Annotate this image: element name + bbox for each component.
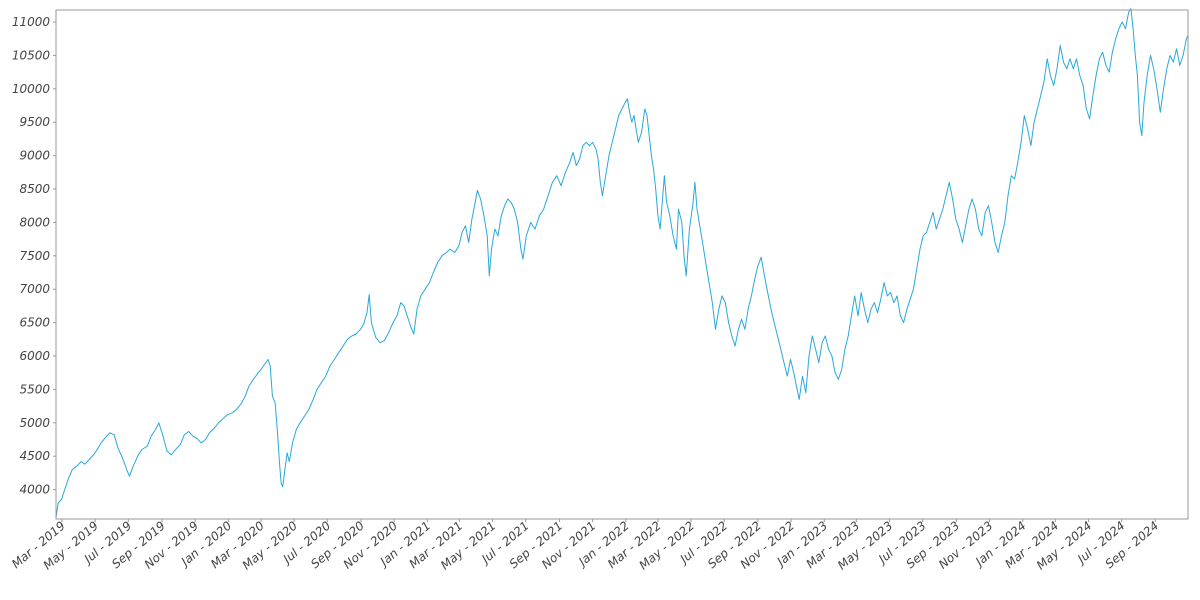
plot-area-frame xyxy=(55,9,1189,520)
y-tick-label: 10500 xyxy=(12,48,51,62)
series-layer xyxy=(55,8,1189,518)
y-tick-label: 8500 xyxy=(19,182,50,196)
y-tick-label: 9000 xyxy=(19,149,50,163)
y-tick-label: 10000 xyxy=(12,82,51,96)
y-tick-label: 9500 xyxy=(19,115,50,129)
y-tick-label: 6000 xyxy=(19,349,50,363)
y-tick-label: 5500 xyxy=(19,382,50,396)
y-tick-label: 6500 xyxy=(19,316,50,330)
series-line xyxy=(55,8,1189,518)
y-tick-label: 7500 xyxy=(19,249,50,263)
y-axis: 4000 4500 5000 5500 6000 6500 7000 7500 8000 8500… xyxy=(12,15,56,497)
y-tick-label: 4000 xyxy=(19,483,50,497)
y-tick-label: 11000 xyxy=(12,15,51,29)
y-tick-label: 7000 xyxy=(19,282,50,296)
y-tick-label: 8000 xyxy=(19,215,50,229)
y-tick-label: 4500 xyxy=(19,449,50,463)
y-tick-label: 5000 xyxy=(19,416,50,430)
